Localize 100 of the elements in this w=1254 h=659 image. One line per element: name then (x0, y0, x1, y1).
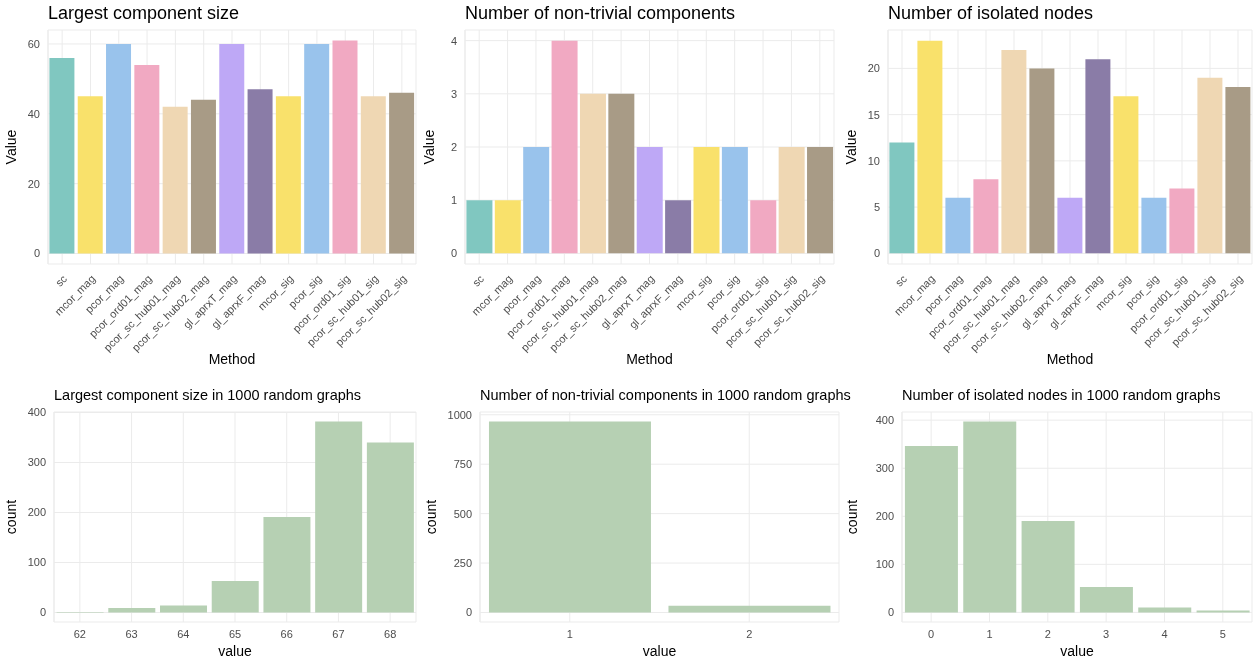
bar (49, 57, 75, 254)
bar (807, 147, 834, 254)
chart-title: Number of isolated nodes in 1000 random graphs (902, 387, 1221, 405)
y-tick-label: 200 (27, 506, 46, 519)
y-tick-label: 15 (867, 108, 880, 121)
x-tick-label: 63 (125, 627, 138, 640)
bar (466, 200, 493, 254)
x-tick-label: 0 (928, 627, 935, 640)
y-tick-label: 1 (450, 194, 457, 207)
x-tick-label: 1 (986, 627, 993, 640)
bar (1001, 49, 1027, 254)
y-axis-title: Value (421, 129, 437, 165)
y-tick-label: 10 (867, 154, 880, 167)
bar (263, 517, 311, 613)
bar (1225, 86, 1251, 254)
bar (1141, 197, 1167, 254)
bar (1057, 197, 1083, 254)
bar (693, 147, 720, 254)
y-tick-label: 0 (873, 247, 880, 260)
y-tick-label: 1000 (447, 408, 472, 421)
bar (636, 147, 663, 254)
chart-title: Number of isolated nodes (888, 3, 1094, 25)
chart-title: Largest component size (48, 3, 240, 25)
y-axis-title: count (3, 499, 19, 535)
y-tick-label: 400 (875, 414, 894, 427)
bar (315, 421, 363, 613)
bar (211, 581, 259, 613)
y-tick-label: 4 (450, 34, 457, 47)
bar (608, 93, 635, 254)
bar (579, 93, 606, 254)
y-tick-label: 200 (875, 510, 894, 523)
bar (360, 96, 386, 254)
x-tick-label: 4 (1161, 627, 1168, 640)
x-tick-label: 3 (1103, 627, 1110, 640)
chart-title: Largest component size in 1000 random graphs (54, 387, 362, 405)
bar (1197, 77, 1223, 254)
bar (945, 197, 971, 254)
y-tick-label: 20 (27, 177, 40, 190)
y-tick-label: 400 (27, 406, 46, 419)
y-axis-title: Value (843, 129, 859, 165)
bar (778, 147, 805, 254)
bar (108, 608, 156, 613)
bar (219, 43, 245, 254)
bar (389, 92, 415, 254)
x-tick-label: 65 (228, 627, 242, 640)
bar (247, 89, 273, 254)
y-tick-label: 0 (465, 606, 472, 619)
y-tick-label: 20 (867, 62, 880, 75)
bar (134, 64, 160, 254)
x-axis-title: value (642, 643, 677, 659)
bar (162, 106, 188, 254)
bar (889, 142, 915, 254)
y-axis-title: Value (3, 129, 19, 165)
chart-title: Number of non-trivial components (465, 3, 736, 25)
y-tick-label: 100 (875, 558, 894, 571)
bar (1079, 586, 1133, 613)
bar (750, 200, 777, 254)
y-tick-label: 0 (33, 247, 40, 260)
x-tick-label: 2 (746, 627, 753, 640)
chart-title: Number of non-trivial components in 1000 random graphs (480, 387, 851, 405)
x-tick-label: 67 (332, 627, 345, 640)
bar (106, 43, 132, 254)
x-tick-label: 62 (73, 627, 86, 640)
bar (1021, 521, 1075, 613)
y-tick-label: 0 (887, 606, 894, 619)
bar (160, 605, 208, 613)
bar (917, 40, 943, 254)
y-tick-label: 250 (453, 556, 472, 569)
x-axis-title: value (1060, 643, 1094, 659)
y-tick-label: 5 (873, 201, 880, 214)
y-tick-label: 750 (453, 458, 472, 471)
bar (77, 96, 103, 254)
bar (523, 147, 550, 254)
bar (973, 179, 999, 254)
bar (721, 147, 748, 254)
x-axis-title: Method (208, 351, 256, 367)
y-tick-label: 2 (450, 140, 457, 153)
bar (963, 421, 1017, 613)
x-tick-label: 64 (177, 627, 190, 640)
bar (551, 40, 578, 254)
x-tick-label: 68 (384, 627, 397, 640)
bar (1029, 68, 1055, 254)
y-tick-label: 40 (27, 107, 40, 120)
x-axis-title: Method (626, 351, 673, 367)
x-axis-title: Method (1046, 351, 1094, 367)
x-tick-label: 5 (1219, 627, 1226, 640)
bar (494, 200, 521, 254)
y-tick-label: 300 (875, 462, 894, 475)
x-axis-title: value (218, 643, 252, 659)
x-tick-label: 66 (280, 627, 293, 640)
y-tick-label: 0 (39, 606, 46, 619)
bar (304, 43, 330, 254)
bar (275, 96, 301, 254)
bar (332, 40, 358, 254)
y-tick-label: 300 (27, 456, 46, 469)
y-axis-title: count (423, 499, 439, 535)
y-tick-label: 0 (450, 247, 457, 260)
bar (366, 442, 414, 613)
x-tick-label: 2 (1044, 627, 1051, 640)
x-tick-label: 1 (566, 627, 573, 640)
